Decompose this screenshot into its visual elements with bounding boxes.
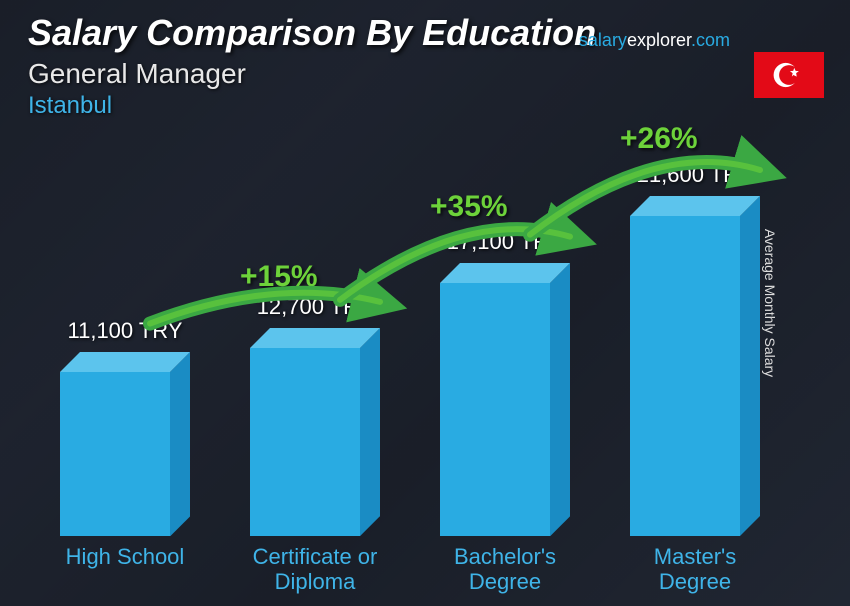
arcs-layer	[40, 126, 800, 596]
header: Salary Comparison By Education General M…	[28, 12, 596, 120]
bar-chart: 11,100 TRYHigh School12,700 TRYCertifica…	[40, 126, 800, 596]
chart-title: Salary Comparison By Education	[28, 12, 596, 54]
source-prefix: salary	[579, 30, 627, 50]
source-attribution: salaryexplorer.com	[579, 30, 730, 51]
source-suffix: explorer	[627, 30, 691, 50]
chart-subtitle: General Manager	[28, 58, 596, 90]
chart-location: Istanbul	[28, 92, 596, 120]
turkey-flag-icon	[754, 52, 824, 98]
source-tld: .com	[691, 30, 730, 50]
